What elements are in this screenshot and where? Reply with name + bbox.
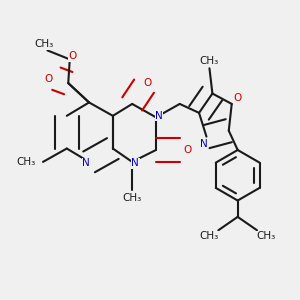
- Text: CH₃: CH₃: [16, 157, 36, 167]
- Text: N: N: [155, 111, 163, 121]
- Text: O: O: [143, 78, 151, 88]
- Text: N: N: [200, 139, 207, 149]
- Text: N: N: [131, 158, 139, 168]
- Text: CH₃: CH₃: [35, 40, 54, 50]
- Text: CH₃: CH₃: [200, 56, 219, 66]
- Text: O: O: [234, 93, 242, 103]
- Text: CH₃: CH₃: [122, 193, 142, 202]
- Text: O: O: [183, 145, 191, 155]
- Text: CH₃: CH₃: [200, 231, 219, 241]
- Text: N: N: [82, 158, 90, 168]
- Text: O: O: [45, 74, 53, 84]
- Text: CH₃: CH₃: [256, 231, 275, 241]
- Text: O: O: [69, 51, 77, 62]
